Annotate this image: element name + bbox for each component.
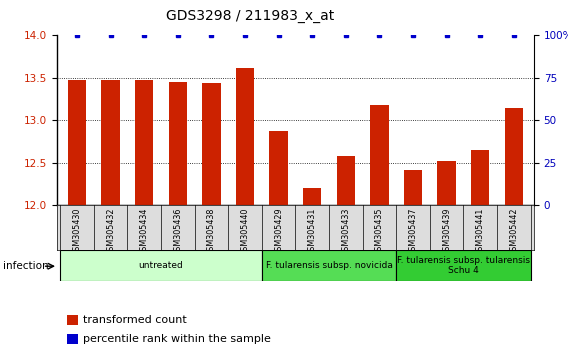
Bar	[169, 82, 187, 205]
Text: percentile rank within the sample: percentile rank within the sample	[83, 334, 271, 344]
Text: GSM305439: GSM305439	[442, 207, 451, 256]
Text: F. tularensis subsp. tularensis
Schu 4: F. tularensis subsp. tularensis Schu 4	[397, 256, 530, 275]
Text: GDS3298 / 211983_x_at: GDS3298 / 211983_x_at	[166, 9, 334, 23]
Text: GSM305429: GSM305429	[274, 207, 283, 256]
Text: GSM305436: GSM305436	[173, 207, 182, 256]
Bar	[404, 170, 422, 205]
Text: GSM305437: GSM305437	[408, 207, 417, 256]
Text: GSM305435: GSM305435	[375, 207, 384, 256]
Bar	[262, 250, 396, 281]
Bar	[60, 250, 262, 281]
Bar	[202, 83, 220, 205]
Bar	[370, 105, 389, 205]
Text: GSM305433: GSM305433	[341, 207, 350, 256]
Bar	[504, 108, 523, 205]
Text: GSM305434: GSM305434	[140, 207, 149, 256]
Text: GSM305432: GSM305432	[106, 207, 115, 256]
Bar	[396, 250, 531, 281]
Bar	[437, 161, 456, 205]
Text: transformed count: transformed count	[83, 315, 186, 325]
Text: GSM305440: GSM305440	[240, 207, 249, 256]
Bar	[471, 150, 490, 205]
Bar	[236, 68, 254, 205]
Text: GSM305441: GSM305441	[475, 207, 485, 256]
Bar	[135, 80, 153, 205]
Text: GSM305431: GSM305431	[308, 207, 317, 256]
Bar	[336, 156, 355, 205]
Text: GSM305442: GSM305442	[509, 207, 518, 256]
Text: GSM305438: GSM305438	[207, 207, 216, 256]
Bar	[101, 80, 120, 205]
Bar	[269, 131, 288, 205]
Bar	[68, 80, 86, 205]
Text: GSM305430: GSM305430	[73, 207, 81, 256]
Bar	[67, 315, 78, 325]
Bar	[303, 188, 321, 205]
Text: infection: infection	[3, 261, 48, 271]
Bar	[67, 334, 78, 344]
Text: untreated: untreated	[139, 261, 183, 270]
Text: F. tularensis subsp. novicida: F. tularensis subsp. novicida	[265, 261, 392, 270]
